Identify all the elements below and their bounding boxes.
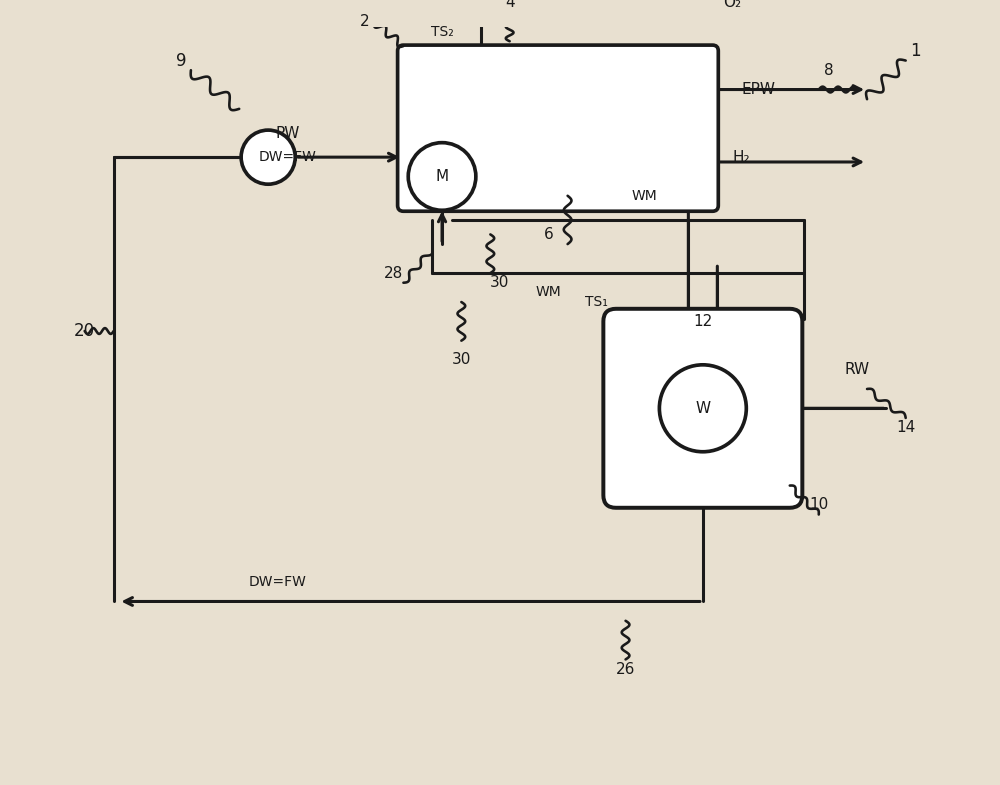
Text: 8: 8 xyxy=(824,63,833,78)
Text: 30: 30 xyxy=(452,352,471,367)
Text: 30: 30 xyxy=(490,276,510,290)
Text: M: M xyxy=(435,169,449,184)
Text: 2: 2 xyxy=(360,14,370,29)
Text: TS₁: TS₁ xyxy=(585,295,608,309)
Circle shape xyxy=(659,365,746,451)
Text: WM: WM xyxy=(632,188,658,203)
Text: 12: 12 xyxy=(693,314,712,329)
Text: 14: 14 xyxy=(896,420,915,435)
Text: DW=FW: DW=FW xyxy=(259,150,316,164)
Text: H₂: H₂ xyxy=(733,150,750,165)
FancyBboxPatch shape xyxy=(603,309,802,508)
FancyBboxPatch shape xyxy=(398,45,718,211)
Text: 4: 4 xyxy=(505,0,514,10)
Text: PW: PW xyxy=(275,126,300,141)
Text: O₂: O₂ xyxy=(723,0,741,10)
Text: WM: WM xyxy=(535,286,561,299)
Text: EPW: EPW xyxy=(741,82,775,97)
Circle shape xyxy=(241,130,295,184)
Text: W: W xyxy=(695,401,710,416)
Text: 1: 1 xyxy=(910,42,921,60)
Text: TS₂: TS₂ xyxy=(431,24,453,38)
Circle shape xyxy=(408,143,476,210)
Text: DW=FW: DW=FW xyxy=(249,575,307,590)
Text: 10: 10 xyxy=(809,498,828,513)
Text: 20: 20 xyxy=(74,322,95,340)
Text: 28: 28 xyxy=(384,265,403,280)
Text: 26: 26 xyxy=(616,662,635,677)
Text: 9: 9 xyxy=(176,52,186,70)
Text: RW: RW xyxy=(845,362,870,377)
Text: 6: 6 xyxy=(543,227,553,242)
